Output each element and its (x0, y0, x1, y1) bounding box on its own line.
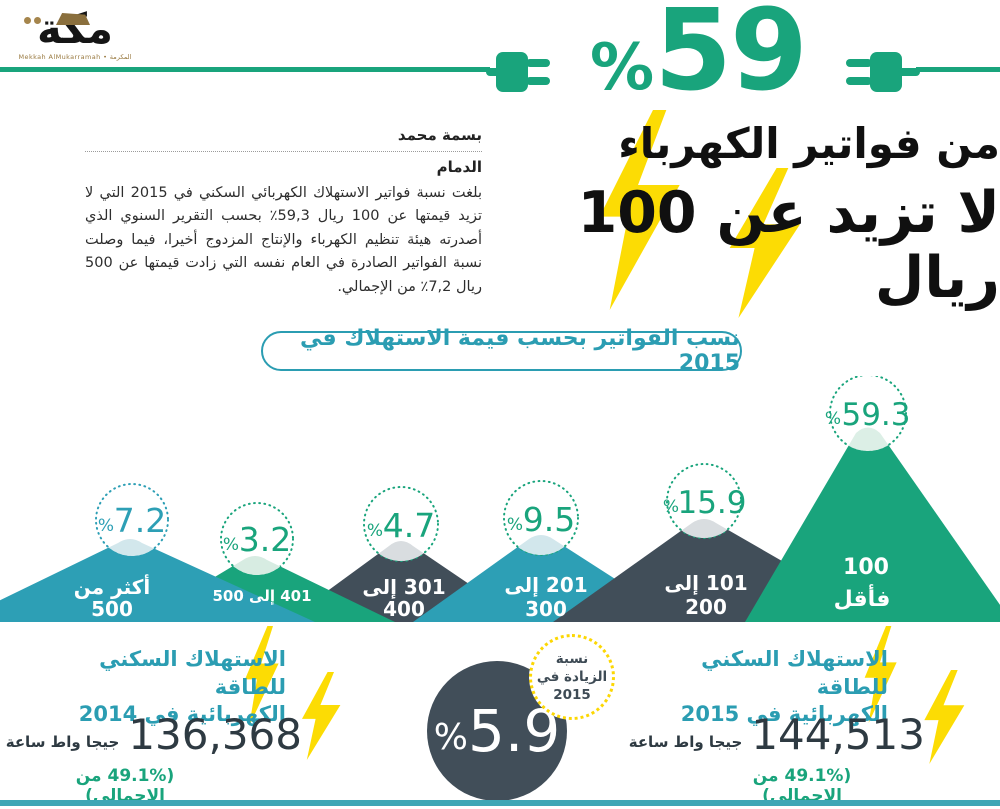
badge-line: نسبة (555, 650, 589, 667)
consumption-2014-title: الاستهلاك السكني للطاقة الكهربائية في 20… (44, 646, 286, 729)
consumption-2015-title: الاستهلاك السكني للطاقة الكهربائية في 20… (646, 646, 888, 729)
bills-mountain-chart: % 7.2 % 3.2 % 4.7 % 9.5 (0, 374, 1000, 622)
increase-value: 5.9 (467, 697, 561, 765)
footer-bar (0, 800, 1000, 806)
chart-title: نسب الفواتير بحسب قيمة الاستهلاك في 2015 (300, 326, 740, 376)
category-label: 400 (383, 597, 425, 621)
logo-tagline: Mekkah AlMukarramah • المكرمة (18, 53, 132, 62)
svg-text:59.3: 59.3 (841, 397, 910, 433)
svg-text:4.7: 4.7 (383, 506, 435, 545)
category-label: 401 إلى 500 (212, 587, 311, 605)
logo-dots (24, 9, 44, 28)
category-label: 300 (525, 597, 567, 621)
svg-text:%: % (825, 409, 841, 429)
article-byline: بسمة محمد (397, 126, 482, 144)
svg-text:15.9: 15.9 (677, 485, 746, 521)
percent-symbol: % (433, 717, 468, 758)
headline: من فواتير الكهرباء لا تزيد عن 100 ريال (480, 118, 1000, 312)
badge-line: الزيادة في (536, 668, 608, 685)
chart-title-pill: نسب الفواتير بحسب قيمة الاستهلاك في 2015 (261, 326, 742, 376)
value-circle-15-9: % 15.9 (663, 463, 747, 539)
value-number: 144,513 (751, 710, 925, 759)
svg-text:3.2: 3.2 (239, 520, 291, 559)
newspaper-logo: مكة Mekkah AlMukarramah • المكرمة (16, 4, 134, 62)
lightning-icon (583, 110, 683, 310)
headline-line2: لا تزيد عن 100 ريال (577, 179, 1000, 312)
lightning-icon (916, 670, 966, 764)
title-line: الكهربائية في 2014 (78, 702, 286, 727)
svg-text:%: % (223, 535, 239, 555)
mountain-more-500 (0, 539, 315, 622)
percent-value: 59 (654, 0, 808, 116)
power-cord-line-right (916, 67, 1000, 72)
title-line: الاستهلاك السكني للطاقة (99, 647, 286, 699)
category-label: 201 إلى (504, 573, 587, 597)
power-cord-line-left (0, 67, 490, 72)
consumption-2015-value: 144,513 جيجا واط ساعة (629, 710, 925, 759)
lightning-icon (858, 626, 898, 723)
percent-symbol: % (590, 31, 655, 106)
svg-text:7.2: 7.2 (114, 501, 166, 540)
value-circle-7-2: % 7.2 (95, 483, 169, 557)
consumption-2014-value: 136,368 جيجا واط ساعة (6, 710, 302, 759)
svg-text:9.5: 9.5 (523, 500, 575, 539)
value-circle-59-3: % 59.3 (825, 374, 911, 452)
lightning-icon (294, 672, 342, 760)
value-circle-9-5: % 9.5 (503, 480, 579, 556)
plug-left-facing-icon (846, 49, 920, 95)
article: بسمة محمد الدمام بلغت نسبة فواتير الاسته… (85, 126, 482, 299)
badge-line: 2015 (553, 687, 591, 704)
headline-line1: من فواتير الكهرباء (618, 119, 1000, 168)
value-circle-3-2: % 3.2 (220, 502, 294, 576)
logo-arabic-name: مكة (37, 4, 113, 53)
dotted-divider (85, 151, 482, 152)
title-line: الكهربائية في 2015 (680, 702, 888, 727)
headline-percent: % 59 (578, 0, 818, 116)
title-line: الاستهلاك السكني للطاقة (701, 647, 888, 699)
kaaba-icon (56, 13, 90, 25)
mountain-100-less (745, 427, 1000, 622)
plug-right-facing-icon (486, 49, 552, 95)
svg-text:%: % (663, 497, 679, 517)
category-label: 500 (91, 597, 133, 621)
category-label: أكثر من (74, 573, 150, 599)
category-label: 101 إلى (664, 571, 747, 595)
article-city: الدمام (436, 158, 482, 176)
category-label: 200 (685, 595, 727, 619)
lightning-icon (238, 626, 280, 726)
svg-text:%: % (98, 516, 114, 536)
category-label: 301 إلى (362, 575, 445, 599)
increase-badge: نسبة الزيادة في 2015 (529, 634, 615, 720)
svg-text:%: % (507, 515, 523, 535)
value-circle-4-7: % 4.7 (363, 486, 439, 562)
svg-text:%: % (367, 521, 383, 541)
category-label: فأقل (834, 583, 891, 612)
value-number: 136,368 (128, 710, 302, 759)
article-body: بلغت نسبة فواتير الاستهلاك الكهربائي الس… (85, 185, 482, 295)
value-unit: جيجا واط ساعة (628, 733, 743, 751)
lightning-icon (715, 168, 803, 318)
value-unit: جيجا واط ساعة (5, 733, 120, 751)
category-label: 100 (843, 555, 889, 580)
